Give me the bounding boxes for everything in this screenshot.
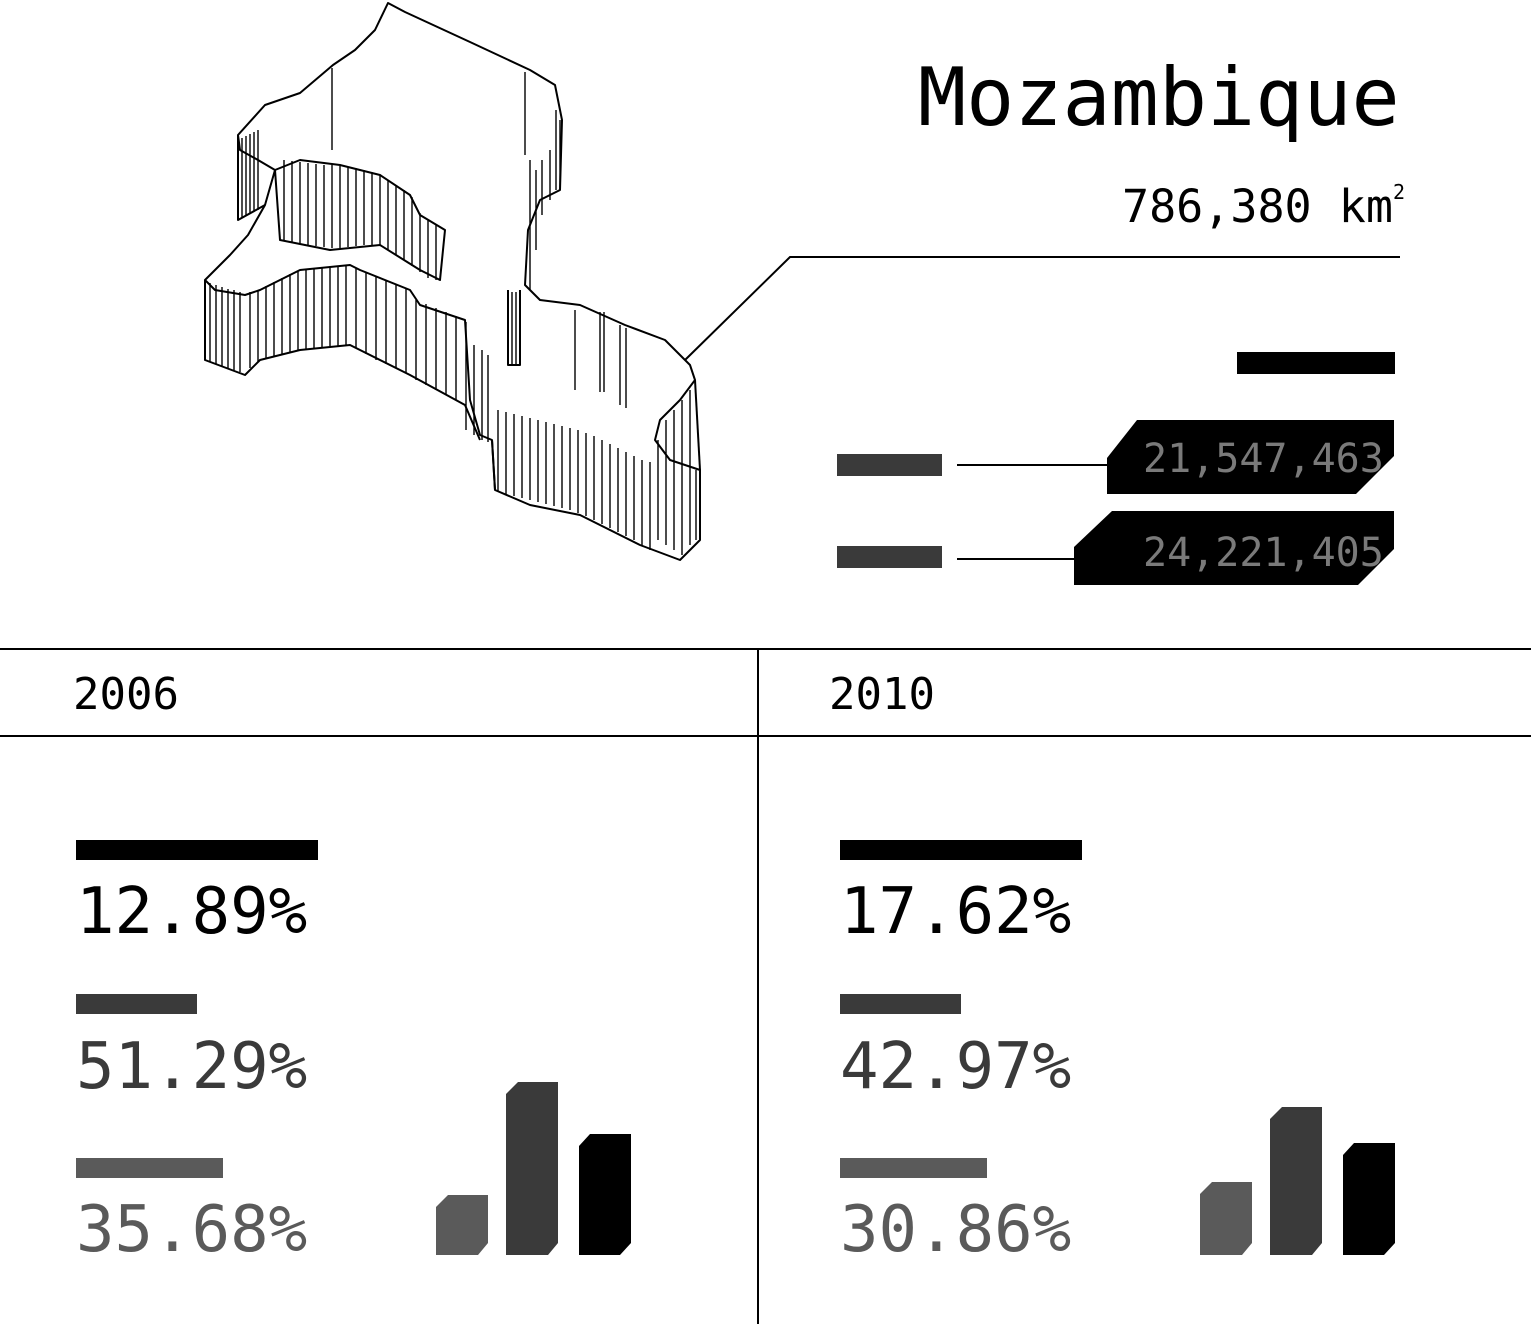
share-bar-2006-2	[76, 994, 197, 1014]
share-column-chart-2006	[436, 1082, 631, 1255]
population-bar-2010	[837, 546, 942, 568]
population-value-2010: 24,221,405	[1143, 530, 1384, 576]
area-unit-superscript: 2	[1392, 180, 1405, 204]
share-label-2006-3: 35.68%	[76, 1193, 308, 1267]
country-map-illustration	[204, 2, 1400, 561]
population-connector-2006	[957, 464, 1112, 466]
share-bar-2006-1	[76, 840, 318, 860]
column-2006-2	[506, 1082, 558, 1255]
share-label-2010-1: 17.62%	[840, 875, 1072, 949]
column-2006-3	[436, 1195, 488, 1255]
population-legend-bar	[1237, 352, 1395, 374]
population-value-2006: 21,547,463	[1143, 436, 1384, 482]
population-connector-2010	[957, 558, 1077, 560]
column-2010-1	[1343, 1143, 1395, 1255]
share-label-2010-2: 42.97%	[840, 1030, 1072, 1104]
table-header-rule	[0, 735, 1531, 737]
table-column-divider	[757, 648, 759, 1324]
column-2010-3	[1200, 1182, 1252, 1255]
share-label-2006-2: 51.29%	[76, 1030, 308, 1104]
year-2006-heading: 2006	[73, 669, 179, 720]
area-value: 786,380 km	[1122, 180, 1393, 233]
population-badge-2010	[1074, 511, 1394, 585]
year-2010-heading: 2010	[829, 669, 935, 720]
column-2010-2	[1270, 1107, 1322, 1255]
column-2006-1	[579, 1134, 631, 1255]
share-bar-2010-2	[840, 994, 961, 1014]
population-bar-2006	[837, 454, 942, 476]
map-leader-line	[684, 256, 1400, 361]
share-bar-2006-3	[76, 1158, 223, 1178]
share-label-2010-3: 30.86%	[840, 1193, 1072, 1267]
share-label-2006-1: 12.89%	[76, 875, 308, 949]
table-top-rule	[0, 648, 1531, 650]
country-area: 786,380 km2	[1122, 182, 1405, 229]
country-title: Mozambique	[918, 51, 1400, 144]
population-badge-2006	[1107, 420, 1394, 494]
share-column-chart-2010	[1200, 1107, 1395, 1255]
share-bar-2010-3	[840, 1158, 987, 1178]
share-bar-2010-1	[840, 840, 1082, 860]
